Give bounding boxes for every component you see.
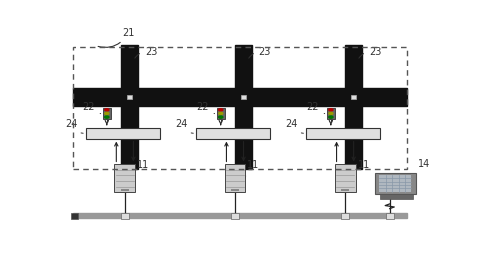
Bar (86, 128, 160, 139)
Circle shape (105, 109, 109, 111)
Bar (73, 47, 407, 169)
Bar (196, 128, 270, 139)
Circle shape (105, 116, 109, 118)
Circle shape (329, 116, 333, 118)
Text: 23: 23 (359, 47, 381, 58)
Bar (335, 164, 356, 192)
FancyBboxPatch shape (327, 108, 335, 119)
Text: 21: 21 (98, 28, 134, 47)
Bar (341, 213, 349, 219)
Bar (345, 45, 362, 169)
Text: 22: 22 (306, 102, 325, 114)
FancyBboxPatch shape (217, 108, 225, 119)
Bar (224, 164, 245, 192)
Text: 14: 14 (416, 159, 430, 177)
Text: 24: 24 (65, 119, 83, 133)
FancyBboxPatch shape (375, 173, 416, 194)
Bar (241, 95, 246, 99)
Circle shape (219, 116, 223, 118)
Text: 11: 11 (356, 160, 369, 178)
Bar (341, 189, 349, 191)
Bar (351, 95, 356, 99)
Bar (379, 175, 412, 191)
Text: 11: 11 (135, 160, 149, 178)
Text: 22: 22 (196, 102, 215, 114)
Text: 11: 11 (245, 160, 260, 178)
Text: 23: 23 (249, 47, 271, 58)
Bar (380, 194, 413, 199)
Circle shape (105, 112, 109, 115)
Text: 22: 22 (82, 102, 100, 114)
FancyBboxPatch shape (102, 108, 111, 119)
Bar (121, 45, 138, 169)
Bar (231, 189, 239, 191)
Bar (115, 164, 135, 192)
Circle shape (219, 112, 223, 115)
Bar (127, 95, 132, 99)
Text: 23: 23 (135, 47, 157, 58)
Bar (71, 213, 77, 219)
Circle shape (329, 112, 333, 115)
Bar (121, 189, 129, 191)
Bar (386, 213, 394, 219)
Text: 24: 24 (285, 119, 303, 133)
Bar (235, 45, 252, 169)
Bar (231, 213, 239, 219)
Bar (121, 213, 129, 219)
Circle shape (219, 109, 223, 111)
Bar (73, 214, 407, 218)
Circle shape (329, 109, 333, 111)
Text: 24: 24 (175, 119, 193, 133)
Bar (73, 88, 407, 106)
Bar (306, 128, 380, 139)
